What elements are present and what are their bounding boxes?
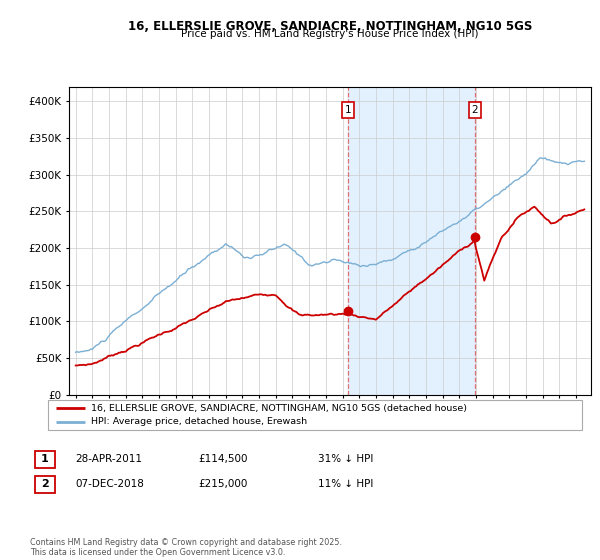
Bar — [348, 87, 475, 395]
FancyBboxPatch shape — [35, 476, 55, 493]
Text: Contains HM Land Registry data © Crown copyright and database right 2025.
This d: Contains HM Land Registry data © Crown c… — [30, 538, 342, 557]
Text: Price paid vs. HM Land Registry's House Price Index (HPI): Price paid vs. HM Land Registry's House … — [181, 29, 479, 39]
Text: 31% ↓ HPI: 31% ↓ HPI — [318, 454, 373, 464]
Text: 2: 2 — [41, 479, 49, 489]
Text: 16, ELLERSLIE GROVE, SANDIACRE, NOTTINGHAM, NG10 5GS: 16, ELLERSLIE GROVE, SANDIACRE, NOTTINGH… — [128, 20, 532, 32]
Text: 11% ↓ HPI: 11% ↓ HPI — [318, 479, 373, 489]
Text: 07-DEC-2018: 07-DEC-2018 — [75, 479, 144, 489]
Text: 2: 2 — [471, 105, 478, 115]
Text: 28-APR-2011: 28-APR-2011 — [75, 454, 142, 464]
Text: £215,000: £215,000 — [198, 479, 247, 489]
FancyBboxPatch shape — [35, 451, 55, 468]
Text: 1: 1 — [41, 454, 49, 464]
Text: £114,500: £114,500 — [198, 454, 248, 464]
FancyBboxPatch shape — [48, 400, 582, 430]
Text: 16, ELLERSLIE GROVE, SANDIACRE, NOTTINGHAM, NG10 5GS (detached house): 16, ELLERSLIE GROVE, SANDIACRE, NOTTINGH… — [91, 404, 467, 413]
Text: HPI: Average price, detached house, Erewash: HPI: Average price, detached house, Erew… — [91, 417, 307, 426]
Text: 1: 1 — [344, 105, 351, 115]
